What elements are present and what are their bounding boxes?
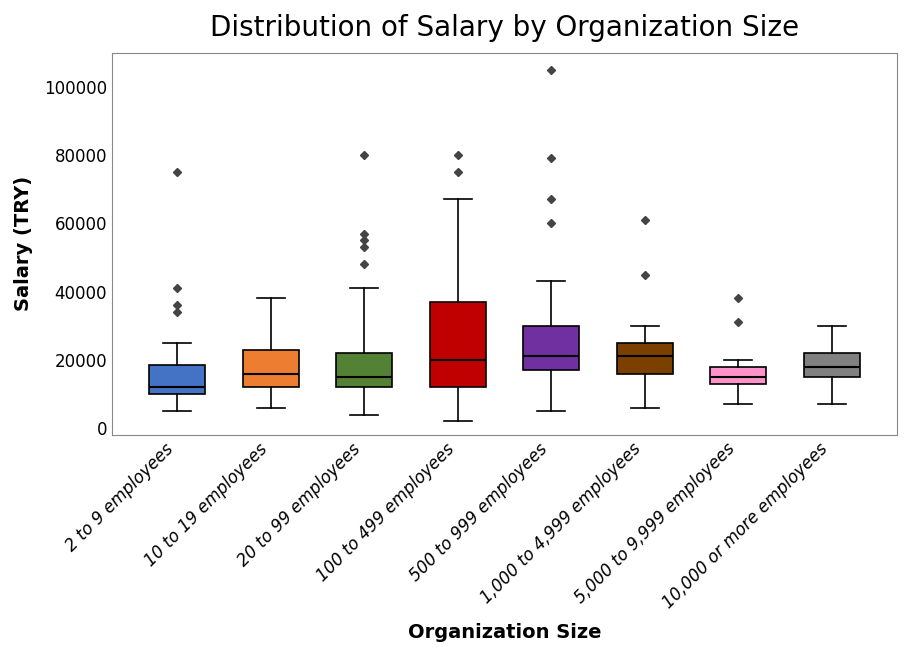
PathPatch shape — [243, 350, 299, 387]
PathPatch shape — [336, 353, 393, 387]
PathPatch shape — [523, 326, 579, 370]
PathPatch shape — [711, 367, 766, 384]
PathPatch shape — [149, 365, 206, 394]
Title: Distribution of Salary by Organization Size: Distribution of Salary by Organization S… — [210, 14, 799, 42]
PathPatch shape — [617, 343, 673, 373]
X-axis label: Organization Size: Organization Size — [408, 623, 601, 642]
PathPatch shape — [804, 353, 860, 377]
Y-axis label: Salary (TRY): Salary (TRY) — [14, 176, 33, 312]
PathPatch shape — [430, 302, 486, 387]
